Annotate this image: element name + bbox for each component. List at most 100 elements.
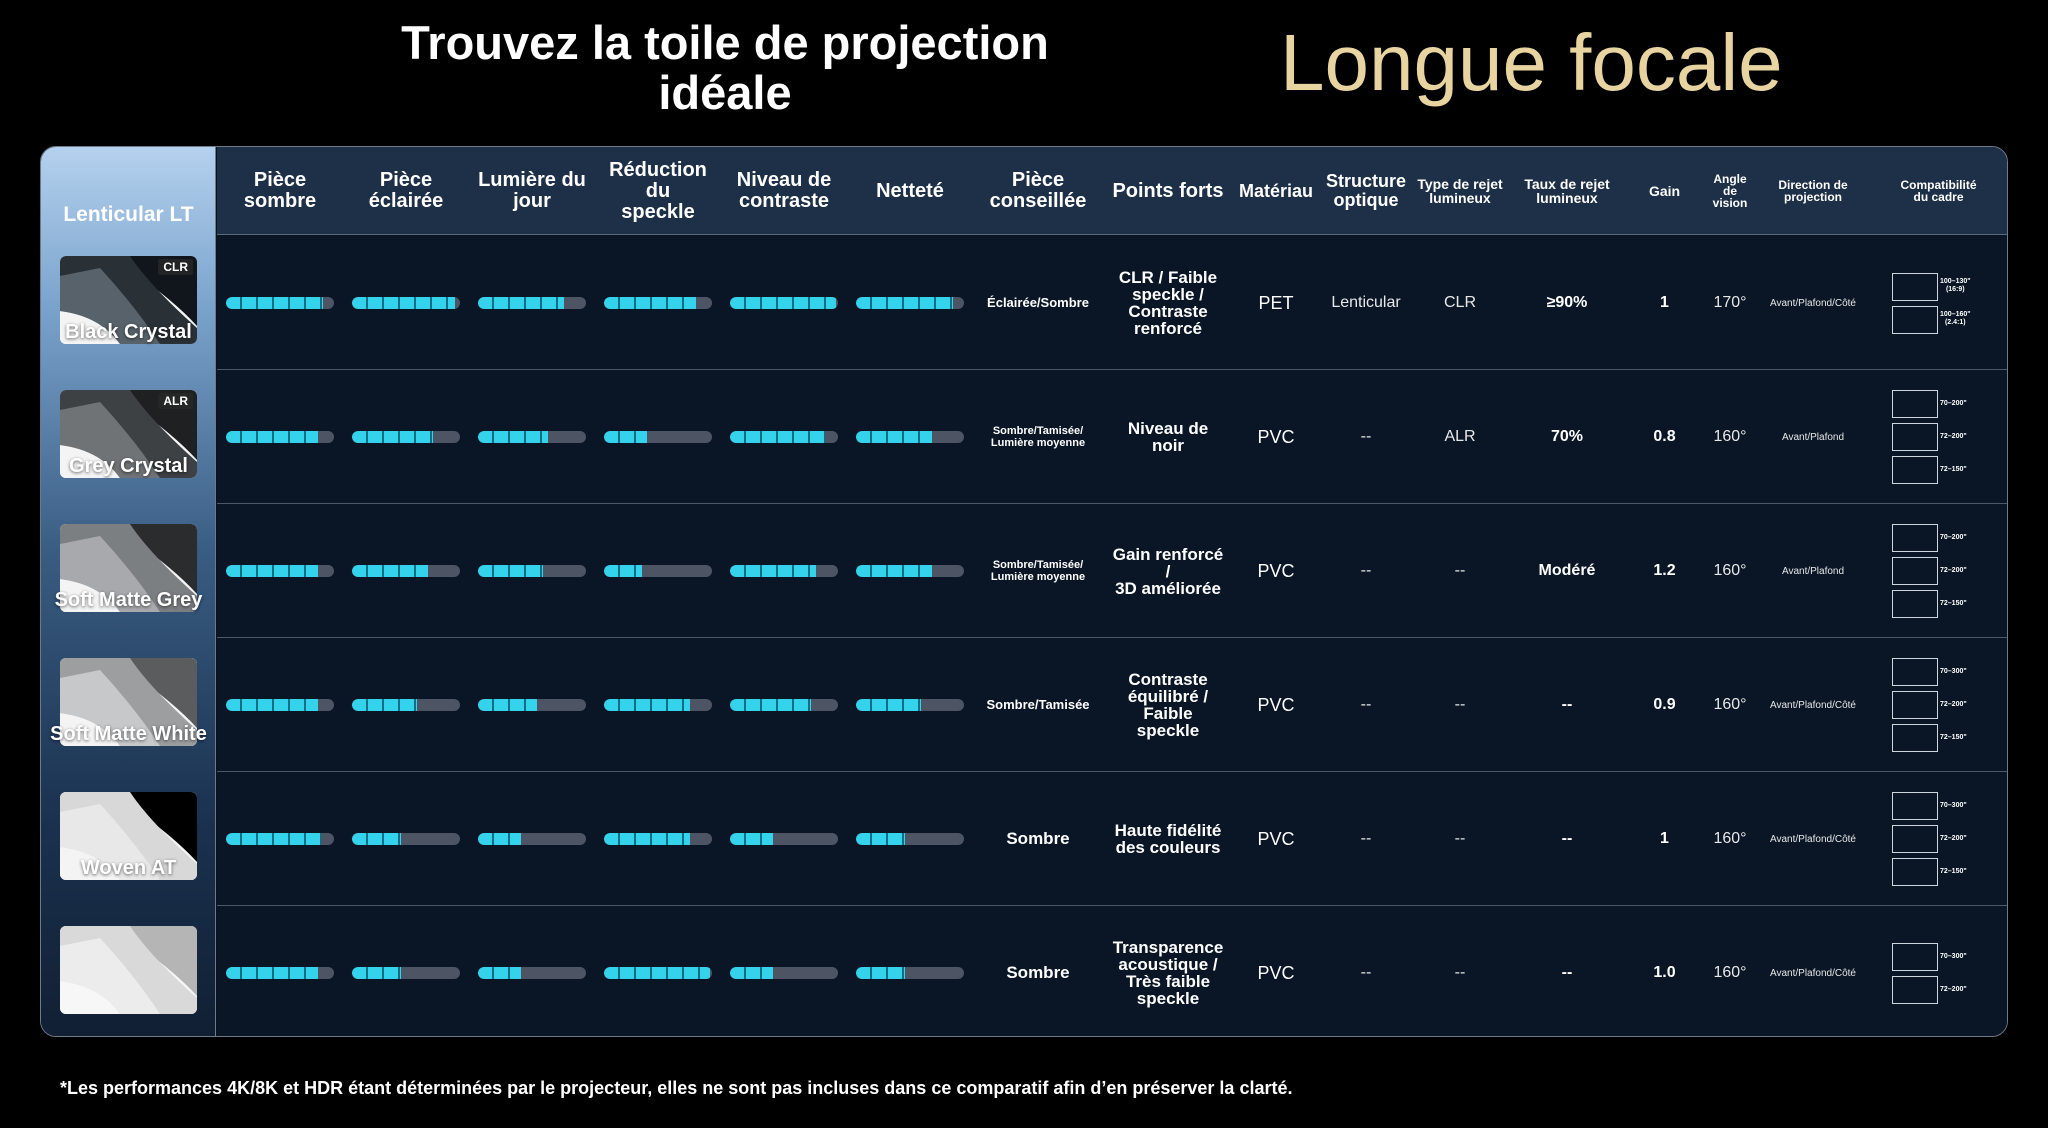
screen-thumbnail	[60, 792, 197, 880]
rating-fill	[226, 833, 321, 845]
header-line: vision	[1712, 196, 1748, 210]
header-line: contraste	[738, 190, 829, 212]
product-card[interactable]: ALR Grey Crystal	[41, 370, 216, 504]
cell-line: speckle /	[1132, 285, 1204, 304]
product-card[interactable]: Soft Matte Grey	[41, 504, 216, 638]
table-row: Sombre Transparence acoustique / Très faibl…	[217, 906, 2007, 1036]
frame-size-line: 72–150"	[1940, 734, 1967, 741]
recommended-room: Éclairée/Sombre	[973, 236, 1103, 370]
header-line: Niveau de	[736, 169, 832, 191]
rating-bar-dark-room	[226, 699, 334, 711]
product-card[interactable]: Soft Matte White	[41, 638, 216, 772]
frame-icon	[1892, 792, 1938, 820]
header-room: Pièce conseillée	[973, 147, 1103, 235]
rating-fill	[478, 967, 521, 979]
frame-size-line: 70–200"	[1940, 534, 1967, 541]
cell-line: Sombre/Tamisée/	[992, 425, 1084, 437]
product-name: Soft Matte White	[50, 723, 207, 745]
frame-icon	[1892, 590, 1938, 618]
rating-bar-lit-room	[352, 699, 460, 711]
rating-bar-contrast	[730, 699, 838, 711]
strengths: Haute fidélité des couleurs	[1103, 772, 1233, 906]
direction-value: Avant/Plafond/Côté	[1770, 297, 1856, 309]
cell-line: Sombre/Tamisée/	[992, 559, 1084, 571]
screen-thumbnail: ALR	[60, 390, 197, 478]
header-line: Matériau	[1238, 180, 1314, 201]
header-line: jour	[513, 190, 551, 212]
frame-icon	[1892, 858, 1938, 886]
rating-bar-lit-room	[352, 833, 460, 845]
product-card[interactable]: CLR Black Crystal	[41, 236, 216, 370]
material-value: PVC	[1257, 560, 1295, 581]
cell-line: /	[1165, 561, 1171, 581]
reject-rate-value: --	[1561, 964, 1573, 981]
rating-bar-speckle	[604, 699, 712, 711]
product-card[interactable]: Woven AT	[41, 772, 216, 906]
rating-bar-daylight	[478, 431, 586, 443]
rating-bar-lit-room	[352, 297, 460, 309]
frame-size-line: 70–300"	[1940, 952, 1967, 960]
structure-value: --	[1360, 696, 1372, 713]
frame-size-label: 70–200"	[1940, 534, 1967, 542]
rating-bar-dark-room	[226, 297, 334, 309]
strengths: Gain renforcé/3D améliorée	[1103, 504, 1233, 638]
rating-fill	[226, 699, 318, 711]
cell-line: speckle	[1136, 721, 1200, 740]
rating-bar-sharpness	[856, 297, 964, 309]
recommended-room: Sombre/Tamisée/Lumière moyenne	[973, 504, 1103, 638]
product-card[interactable]	[41, 906, 216, 1036]
structure-value: --	[1360, 964, 1372, 981]
direction-value: Avant/Plafond/Côté	[1770, 699, 1856, 711]
frame-size-line: 100–160"	[1940, 310, 1971, 318]
frame-size-label: 70–300"	[1940, 668, 1967, 676]
reject-rate-value: --	[1561, 696, 1573, 713]
structure-value: --	[1360, 428, 1372, 445]
header-line: Gain	[1648, 183, 1681, 199]
material-value: PVC	[1257, 962, 1295, 983]
material-value: PVC	[1257, 694, 1295, 715]
rating-bar-contrast	[730, 297, 838, 309]
material-value: PVC	[1257, 828, 1295, 849]
rating-fill	[730, 431, 825, 443]
header-line: du cadre	[1913, 190, 1964, 204]
frame-size-line: 72–150"	[1940, 868, 1967, 875]
header-line: lumineux	[1536, 190, 1598, 206]
rating-fill	[856, 967, 905, 979]
header-line: speckle	[621, 200, 695, 223]
direction-value: Avant/Plafond	[1781, 431, 1845, 443]
rating-fill	[856, 297, 953, 309]
header-line: conseillée	[989, 190, 1087, 212]
cell-line: renforcé	[1133, 319, 1202, 338]
header-speckle: Réduction du speckle	[595, 147, 721, 235]
product-name: Grey Crystal	[69, 455, 188, 477]
footnote: *Les performances 4K/8K et HDR étant dét…	[60, 1078, 1293, 1098]
header-line: Points forts	[1112, 179, 1224, 202]
header-strengths: Points forts	[1103, 147, 1233, 235]
rating-fill	[730, 565, 816, 577]
direction-value: Avant/Plafond/Côté	[1770, 967, 1856, 979]
frame-compatibility: 70–300" 72–200" 72–150"	[1868, 638, 2007, 772]
frame-size-label: 72–150"	[1940, 466, 1967, 474]
reject-rate-value: 70%	[1550, 428, 1584, 445]
rating-bar-sharpness	[856, 699, 964, 711]
table-row: Éclairée/Sombre CLR / Faible speckle / Cont…	[217, 236, 2007, 370]
recommended-room: Sombre/Tamisée	[973, 638, 1103, 772]
frame-size-label: 72–200"	[1940, 835, 1967, 843]
reject-type-value: ALR	[1444, 428, 1476, 445]
rating-bar-contrast	[730, 833, 838, 845]
header-line: Angle	[1713, 172, 1747, 186]
header-gain: Gain	[1627, 147, 1702, 235]
rating-bar-contrast	[730, 565, 838, 577]
rating-fill	[226, 297, 323, 309]
rating-fill	[352, 565, 428, 577]
frame-size-label: 100–160" (2.4:1)	[1940, 311, 1971, 327]
frame-size-label: 72–200"	[1940, 433, 1967, 441]
rating-fill	[226, 967, 318, 979]
header-frame: Compatibilité du cadre	[1868, 147, 2007, 235]
screen-type-badge: ALR	[158, 393, 193, 409]
gain-value: 0.8	[1653, 428, 1676, 445]
rating-fill	[478, 699, 537, 711]
cell-line: Gain renforcé	[1112, 544, 1224, 564]
table-row: Sombre/Tamisée/Lumière moyenne Niveau de n…	[217, 370, 2007, 504]
